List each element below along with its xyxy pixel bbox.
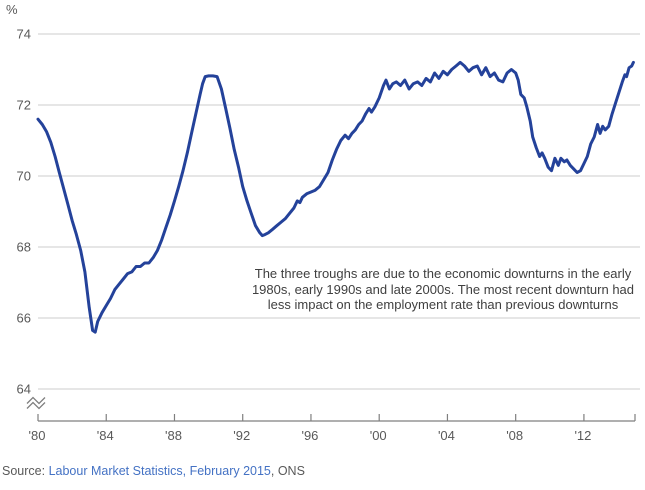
y-tick-label-64: 64 [17,382,31,397]
y-axis-unit-label: % [6,2,18,17]
y-tick-label-68: 68 [17,240,31,255]
employment-rate-series-line [36,60,635,334]
source-prefix: Source: [2,464,49,478]
chart-annotation: The three troughs are due to the economi… [245,266,641,313]
annotation-line-1: The three troughs are due to the economi… [254,266,632,281]
x-tick-label-2000: '00 [370,428,387,443]
y-tick-label-70: 70 [17,169,31,184]
horizontal-gridlines [38,33,640,390]
source-link[interactable]: Labour Market Statistics, February 2015 [48,464,271,478]
axis-break-zigzag-2 [26,401,46,410]
x-tick-label-2004: '04 [438,428,455,443]
source-suffix: , ONS [270,464,305,478]
y-axis-break-icon [26,396,46,410]
employment-rate-line-chart: 74 72 70 68 66 64 '80 '84 '88 '92 '96 '00 '04 '08 '12 [17,27,640,443]
y-tick-label-66: 66 [17,311,31,326]
y-tick-label-74: 74 [17,27,31,42]
employment-rate-polyline [36,60,635,334]
x-tick-label-2012: '12 [574,428,591,443]
annotation-line-3: less impact on the employment rate than … [267,297,619,312]
x-tick-label-2008: '08 [506,428,523,443]
x-tick-label-1996: '96 [301,428,318,443]
source-line: Source: Labour Market Statistics, Februa… [2,464,305,478]
annotation-line-2: 1980s, early 1990s and late 2000s. The m… [251,281,635,297]
x-tick-label-1992: '92 [233,428,250,443]
axis-break-zigzag-1 [26,396,46,405]
y-axis-tick-labels: 74 72 70 68 66 64 [17,27,31,397]
x-tick-label-1984: '84 [97,428,114,443]
x-tick-label-1980: '80 [29,428,46,443]
x-axis: '80 '84 '88 '92 '96 '00 '04 '08 '12 [29,414,636,443]
y-tick-label-72: 72 [17,98,31,113]
x-tick-label-1988: '88 [165,428,182,443]
